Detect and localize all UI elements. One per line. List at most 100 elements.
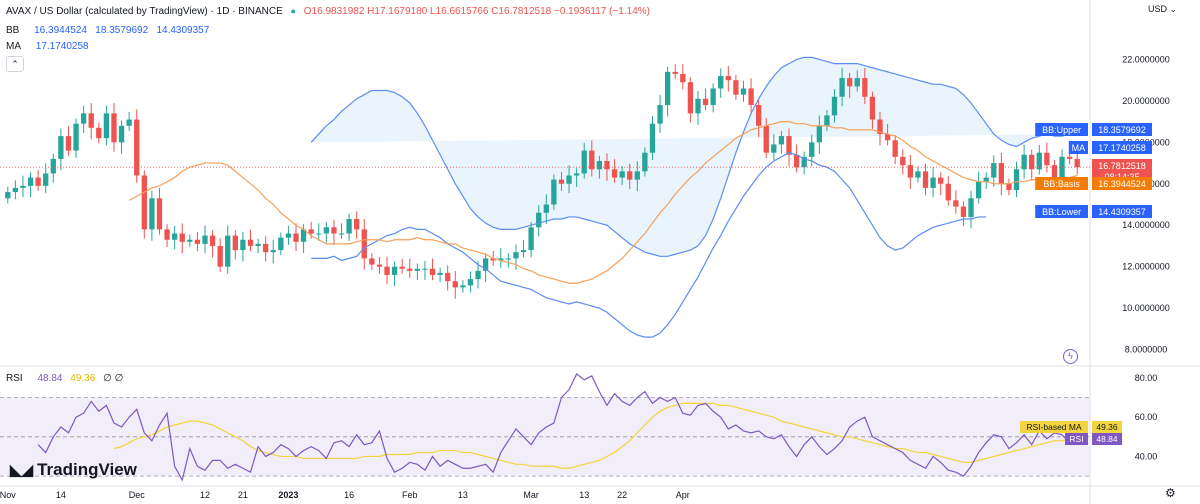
time-tick-label: Apr bbox=[676, 490, 690, 500]
bb-basis-line bbox=[128, 121, 1078, 284]
series-value-label: 16.7812518 bbox=[1098, 161, 1146, 171]
candle-body bbox=[12, 187, 19, 193]
series-name-label: MA bbox=[1072, 143, 1086, 153]
time-tick-label: 21 bbox=[238, 490, 248, 500]
candle-body bbox=[596, 160, 603, 170]
candle-body bbox=[619, 171, 625, 178]
candle-body bbox=[505, 258, 512, 260]
currency-selector[interactable]: USD ⌄ bbox=[1148, 4, 1177, 15]
time-tick-label: 22 bbox=[617, 490, 627, 500]
candle-body bbox=[520, 250, 527, 253]
candle-body bbox=[331, 227, 337, 234]
candle-body bbox=[5, 192, 11, 199]
candle-body bbox=[96, 127, 102, 139]
candle-body bbox=[573, 173, 580, 176]
candle-body bbox=[543, 204, 549, 213]
collapse-legend-chevron-icon[interactable]: ⌃ bbox=[6, 56, 24, 72]
candle-body bbox=[892, 140, 898, 157]
candle-body bbox=[1044, 152, 1050, 166]
candle-body bbox=[1074, 158, 1080, 168]
candle-body bbox=[156, 198, 163, 230]
chevron-down-icon: ⌄ bbox=[1169, 4, 1178, 14]
candle-body bbox=[649, 123, 656, 153]
candle-body bbox=[88, 113, 94, 128]
candle-body bbox=[194, 239, 201, 244]
ma-label: MA bbox=[6, 41, 21, 52]
candle-body bbox=[786, 136, 792, 155]
candle-body bbox=[702, 98, 709, 106]
ma-value: 17.1740258 bbox=[35, 41, 89, 52]
rsi-label: RSI bbox=[6, 373, 23, 384]
price-tick-label: 14.0000000 bbox=[1122, 220, 1170, 230]
candle-body bbox=[391, 266, 398, 275]
series-name-label: BB:Upper bbox=[1042, 125, 1081, 135]
candle-body bbox=[50, 158, 56, 174]
candle-body bbox=[475, 270, 481, 280]
rsi-legend[interactable]: RSI 48.84 49.36 ∅ ∅ bbox=[6, 373, 128, 384]
candle-body bbox=[945, 183, 951, 201]
rsi-line bbox=[37, 373, 1078, 482]
candle-body bbox=[725, 76, 731, 81]
candle-body bbox=[748, 88, 754, 106]
candle-body bbox=[467, 279, 474, 286]
candle-body bbox=[680, 73, 686, 83]
candle-body bbox=[429, 268, 436, 275]
candle-body bbox=[255, 243, 261, 246]
time-tick-label: Dec bbox=[129, 490, 146, 500]
bolt-icon[interactable]: ϟ bbox=[1063, 349, 1078, 364]
ma-legend[interactable]: MA 17.1740258 bbox=[6, 41, 94, 52]
candle-body bbox=[687, 82, 694, 114]
candle-body bbox=[126, 119, 132, 126]
candle-body bbox=[536, 212, 542, 228]
candle-body bbox=[247, 239, 254, 246]
candle-body bbox=[134, 119, 140, 176]
candle-body bbox=[399, 266, 405, 269]
candle-body bbox=[664, 71, 671, 106]
candle-body bbox=[930, 177, 936, 188]
candle-body bbox=[513, 252, 519, 259]
candle-body bbox=[558, 179, 565, 184]
candle-body bbox=[869, 96, 876, 120]
candle-body bbox=[482, 258, 489, 271]
candle-body bbox=[1029, 154, 1035, 170]
live-dot-icon: ● bbox=[290, 6, 296, 16]
candle-body bbox=[839, 78, 845, 97]
candle-body bbox=[369, 258, 375, 265]
time-tick-label: Mar bbox=[523, 490, 539, 500]
candle-body bbox=[589, 150, 595, 170]
candle-body bbox=[65, 136, 72, 151]
candle-body bbox=[793, 154, 800, 168]
rsi-name-label: RSI bbox=[1069, 434, 1083, 444]
candle-body bbox=[733, 80, 739, 95]
series-value-tag bbox=[1092, 177, 1152, 190]
candle-body bbox=[118, 125, 125, 143]
candle-body bbox=[566, 175, 572, 184]
candle-body bbox=[225, 235, 231, 267]
bb-lower-line bbox=[311, 152, 987, 338]
time-tick-label: Nov bbox=[0, 490, 16, 500]
candle-body bbox=[634, 171, 640, 180]
candle-body bbox=[718, 76, 724, 89]
candle-body bbox=[111, 113, 117, 143]
candle-body bbox=[460, 285, 466, 288]
price-tick-label: 12.0000000 bbox=[1122, 262, 1170, 272]
series-value-tag bbox=[1092, 205, 1152, 218]
rsi-value-tag bbox=[1092, 421, 1122, 433]
symbol-title: AVAX / US Dollar (calculated by TradingV… bbox=[6, 6, 283, 17]
bb-legend[interactable]: BB 16.3944524 18.3579692 14.4309357 bbox=[6, 25, 214, 36]
candle-body bbox=[414, 268, 421, 271]
candle-body bbox=[270, 250, 276, 253]
bb-upper-line bbox=[310, 56, 1078, 257]
candle-body bbox=[862, 78, 868, 97]
rsi-band-fill bbox=[0, 397, 1090, 477]
candle-body bbox=[1036, 152, 1042, 170]
candle-body bbox=[960, 206, 967, 217]
symbol-legend: AVAX / US Dollar (calculated by TradingV… bbox=[6, 6, 655, 17]
time-tick-label: 16 bbox=[344, 490, 354, 500]
candle-body bbox=[293, 233, 299, 242]
candle-body bbox=[900, 156, 906, 166]
rsi-value-label: 48.84 bbox=[1096, 434, 1118, 444]
gear-icon[interactable]: ⚙ bbox=[1165, 486, 1176, 500]
bb-values: 16.3944524 18.3579692 14.4309357 bbox=[34, 25, 210, 36]
